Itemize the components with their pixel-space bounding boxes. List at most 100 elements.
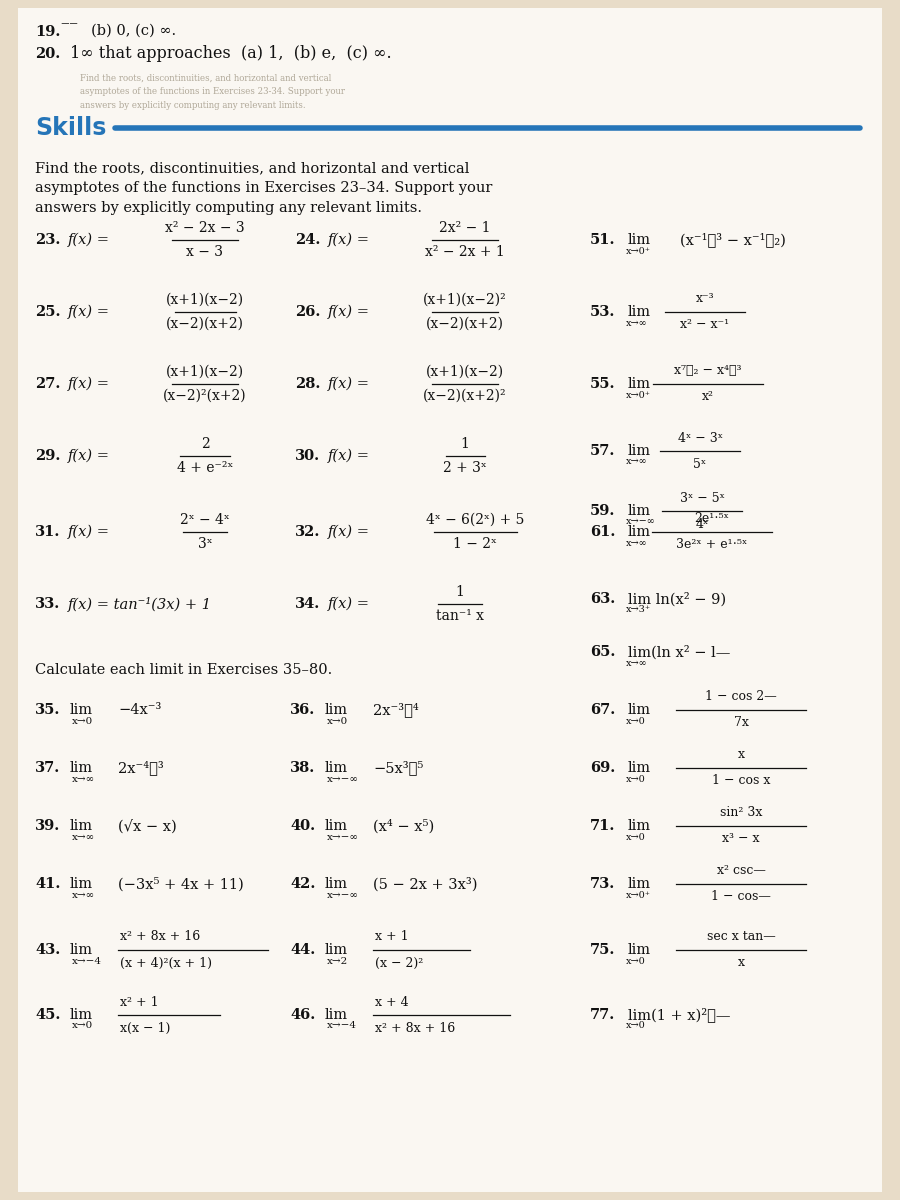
Text: lim(ln x² − l—: lim(ln x² − l—	[628, 644, 731, 659]
Text: 2e¹⋅⁵ˣ: 2e¹⋅⁵ˣ	[695, 512, 729, 526]
Text: (x − 2)²: (x − 2)²	[375, 956, 423, 970]
Text: lim: lim	[628, 444, 651, 458]
Text: 30.: 30.	[295, 449, 320, 463]
Text: lim(1 + x)²ᐟ—: lim(1 + x)²ᐟ—	[628, 1008, 731, 1022]
Text: ̅  ̅̅̅̅̅̅   (b) 0, (c) ∞.: ̅ ̅̅̅̅̅̅ (b) 0, (c) ∞.	[68, 25, 176, 40]
Text: 26.: 26.	[295, 305, 320, 319]
Text: x→0⁺: x→0⁺	[626, 390, 651, 400]
Text: f(x) = tan⁻¹(3x) + 1: f(x) = tan⁻¹(3x) + 1	[68, 596, 212, 612]
Text: 1 − cos—: 1 − cos—	[711, 890, 771, 904]
Text: (x−2)(x+2): (x−2)(x+2)	[166, 317, 244, 331]
Text: x→0: x→0	[72, 1021, 94, 1031]
Text: lim: lim	[628, 818, 651, 833]
Text: (−3x⁵ + 4x + 11): (−3x⁵ + 4x + 11)	[118, 877, 244, 892]
Text: f(x) =: f(x) =	[68, 524, 110, 539]
Text: 4ˣ: 4ˣ	[696, 517, 708, 530]
Text: 4ˣ − 3ˣ: 4ˣ − 3ˣ	[678, 432, 723, 444]
Text: answers by explicitly computing any relevant limits.: answers by explicitly computing any rele…	[35, 200, 422, 215]
Text: asymptotes of the functions in Exercises 23–34. Support your: asymptotes of the functions in Exercises…	[35, 181, 492, 194]
Text: 55.: 55.	[590, 377, 616, 391]
Text: 59.: 59.	[590, 504, 616, 518]
Text: x→∞: x→∞	[626, 457, 648, 467]
Text: x→0: x→0	[327, 716, 348, 726]
Text: x² + 8x + 16: x² + 8x + 16	[375, 1021, 455, 1034]
Text: 23.: 23.	[35, 233, 60, 247]
Text: 2: 2	[201, 437, 210, 451]
Text: x→0⁺: x→0⁺	[626, 890, 651, 900]
Text: 1 − 2ˣ: 1 − 2ˣ	[453, 538, 497, 551]
Text: (x⁻¹ᐟ³ − x⁻¹ᐟ₂): (x⁻¹ᐟ³ − x⁻¹ᐟ₂)	[680, 233, 786, 247]
Text: x→∞: x→∞	[72, 833, 95, 841]
Text: 1 − cos x: 1 − cos x	[712, 774, 770, 787]
Text: 32.: 32.	[295, 526, 320, 539]
Text: f(x) =: f(x) =	[328, 449, 370, 463]
Text: (x+1)(x−2)²: (x+1)(x−2)²	[423, 293, 507, 307]
Text: lim: lim	[628, 233, 651, 247]
Text: (x⁴ − x⁵): (x⁴ − x⁵)	[373, 818, 434, 833]
Text: 46.: 46.	[290, 1008, 315, 1022]
Text: 61.: 61.	[590, 526, 616, 539]
Text: f(x) =: f(x) =	[328, 233, 370, 247]
Text: lim: lim	[325, 943, 348, 958]
Text: x→0: x→0	[626, 716, 646, 726]
Text: x² + 8x + 16: x² + 8x + 16	[120, 930, 200, 943]
Text: x² + 1: x² + 1	[120, 996, 158, 1008]
Text: x(x − 1): x(x − 1)	[120, 1021, 170, 1034]
Text: 34.: 34.	[295, 596, 320, 611]
Text: 5ˣ: 5ˣ	[693, 457, 706, 470]
Text: 1∞ that approaches  (a) 1,  (b) e,  (c) ∞.: 1∞ that approaches (a) 1, (b) e, (c) ∞.	[70, 46, 392, 62]
Text: x² − x⁻¹: x² − x⁻¹	[680, 318, 730, 331]
Text: f(x) =: f(x) =	[328, 524, 370, 539]
Text: sin² 3x: sin² 3x	[720, 806, 762, 820]
Text: 35.: 35.	[35, 703, 60, 716]
Text: 20.: 20.	[35, 47, 60, 61]
Text: f(x) =: f(x) =	[68, 233, 110, 247]
Text: 45.: 45.	[35, 1008, 60, 1022]
Text: x→−∞: x→−∞	[327, 833, 359, 841]
Text: (√x − x): (√x − x)	[118, 818, 176, 833]
Text: 24.: 24.	[295, 233, 320, 247]
Text: x: x	[737, 956, 744, 970]
Text: 41.: 41.	[35, 877, 60, 890]
Text: f(x) =: f(x) =	[328, 377, 370, 391]
Text: 29.: 29.	[35, 449, 60, 463]
Text: 2x² − 1: 2x² − 1	[439, 221, 491, 235]
Text: 39.: 39.	[35, 818, 60, 833]
Text: (x+1)(x−2): (x+1)(x−2)	[166, 293, 244, 307]
Text: −4x⁻³: −4x⁻³	[118, 703, 161, 716]
Text: lim: lim	[325, 761, 348, 775]
Text: 36.: 36.	[290, 703, 315, 716]
Text: x→−∞: x→−∞	[626, 517, 656, 527]
FancyBboxPatch shape	[18, 8, 882, 1192]
Text: Skills: Skills	[35, 116, 106, 140]
Text: 1 − cos 2—: 1 − cos 2—	[705, 690, 777, 703]
Text: (x+1)(x−2): (x+1)(x−2)	[426, 365, 504, 379]
Text: 75.: 75.	[590, 943, 616, 958]
Text: x→0: x→0	[626, 1021, 646, 1031]
Text: 1: 1	[461, 437, 470, 451]
Text: 33.: 33.	[35, 596, 60, 611]
Text: Find the roots, discontinuities, and horizontal and vertical: Find the roots, discontinuities, and hor…	[80, 73, 331, 83]
Text: x→∞: x→∞	[72, 890, 95, 900]
Text: 65.: 65.	[590, 646, 616, 659]
Text: 73.: 73.	[590, 877, 616, 890]
Text: 25.: 25.	[35, 305, 60, 319]
Text: f(x) =: f(x) =	[68, 305, 110, 319]
Text: x² csc—: x² csc—	[716, 864, 765, 877]
Text: lim: lim	[70, 1008, 93, 1022]
Text: 77.: 77.	[590, 1008, 616, 1022]
Text: lim: lim	[628, 305, 651, 319]
Text: x→∞: x→∞	[72, 774, 95, 784]
Text: lim: lim	[325, 1008, 348, 1022]
Text: 69.: 69.	[590, 761, 616, 775]
Text: 19.: 19.	[35, 25, 60, 38]
Text: x² − 2x − 3: x² − 2x − 3	[166, 221, 245, 235]
Text: x→∞: x→∞	[626, 539, 648, 547]
Text: asymptotes of the functions in Exercises 23-34. Support your: asymptotes of the functions in Exercises…	[80, 88, 345, 96]
Text: x→0: x→0	[72, 716, 94, 726]
Text: sec x tan—: sec x tan—	[706, 930, 776, 943]
Text: lim: lim	[628, 377, 651, 391]
Text: tan⁻¹ x: tan⁻¹ x	[436, 608, 484, 623]
Text: 67.: 67.	[590, 703, 616, 716]
Text: Calculate each limit in Exercises 35–80.: Calculate each limit in Exercises 35–80.	[35, 662, 332, 677]
